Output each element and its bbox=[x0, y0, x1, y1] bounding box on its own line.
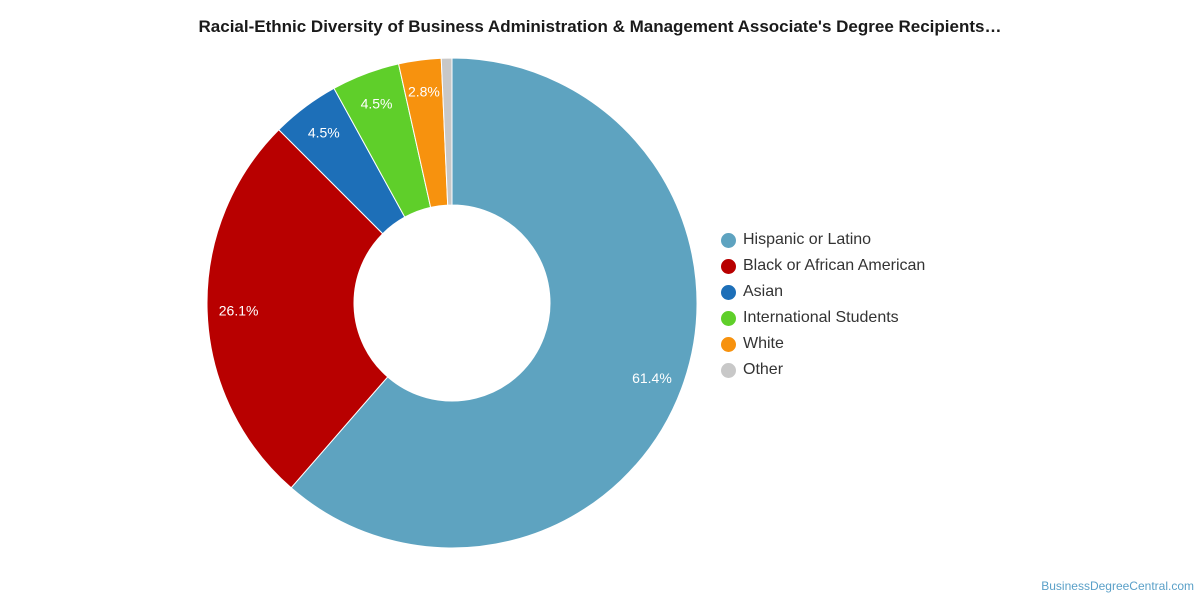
legend-label: International Students bbox=[743, 309, 899, 326]
legend-label: Hispanic or Latino bbox=[743, 231, 872, 248]
legend-swatch bbox=[721, 284, 736, 300]
site-credit[interactable]: BusinessDegreeCentral.com bbox=[1041, 579, 1194, 593]
slice-label-white: 2.8% bbox=[408, 83, 440, 99]
slice-label-asian: 4.5% bbox=[308, 124, 340, 140]
chart-legend: Hispanic or Latino Black or African Ameri… bbox=[721, 227, 925, 383]
slice-label-black-or-african-american: 26.1% bbox=[219, 302, 259, 318]
slice-label-hispanic-or-latino: 61.4% bbox=[632, 370, 672, 386]
slice-hispanic-or-latino[interactable] bbox=[290, 57, 698, 549]
legend-item-other[interactable]: Other bbox=[721, 357, 925, 383]
legend-swatch bbox=[721, 232, 736, 248]
donut-slice-labels: 61.4% 26.1% 4.5% 4.5% 2.8% bbox=[219, 83, 672, 385]
legend-label: Black or African American bbox=[743, 257, 926, 274]
donut-slices bbox=[206, 57, 698, 549]
slice-black-or-african-american[interactable] bbox=[206, 129, 389, 489]
legend-item-white[interactable]: White bbox=[721, 331, 925, 357]
legend-item-international-students[interactable]: International Students bbox=[721, 305, 925, 331]
legend-swatch bbox=[721, 310, 736, 326]
legend-swatch bbox=[721, 336, 736, 352]
legend-swatch bbox=[721, 362, 736, 378]
legend-label: Other bbox=[743, 361, 784, 378]
legend-swatch bbox=[721, 258, 736, 274]
legend-item-hispanic-or-latino[interactable]: Hispanic or Latino bbox=[721, 227, 925, 253]
legend-item-black-or-african-american[interactable]: Black or African American bbox=[721, 253, 925, 279]
slice-label-international-students: 4.5% bbox=[361, 95, 393, 111]
legend-item-asian[interactable]: Asian bbox=[721, 279, 925, 305]
slice-other[interactable] bbox=[440, 57, 453, 206]
chart-title: Racial-Ethnic Diversity of Business Admi… bbox=[198, 17, 1002, 36]
legend-label: Asian bbox=[743, 283, 784, 300]
legend-label: White bbox=[743, 335, 784, 352]
